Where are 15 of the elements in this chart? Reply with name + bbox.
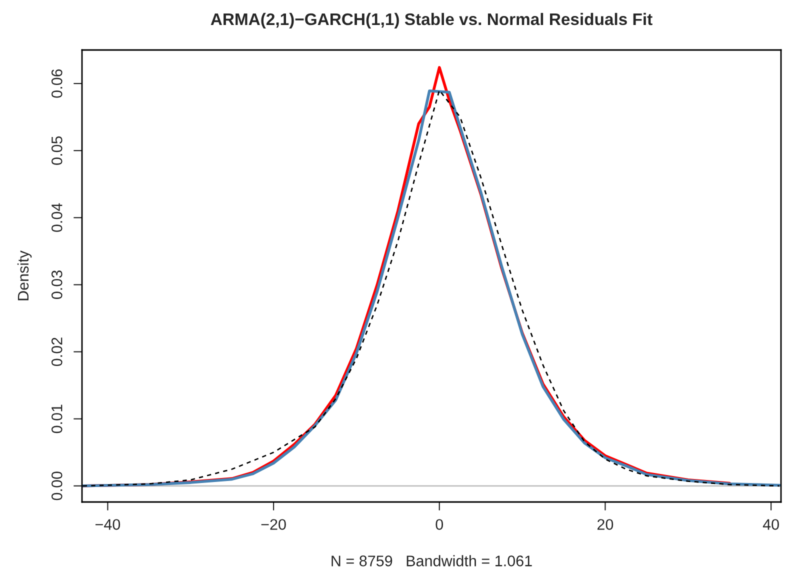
y-axis-title: Density xyxy=(17,250,32,300)
y-tick-label: 0.00 xyxy=(51,472,62,500)
y-tick-label: 0.06 xyxy=(51,69,62,98)
chart-title: ARMA(2,1)−GARCH(1,1) Stable vs. Normal Residuals Fit xyxy=(210,12,652,28)
y-tick-label: 0.04 xyxy=(51,203,62,232)
y-tick-label: 0.03 xyxy=(51,270,62,299)
y-tick-label: 0.05 xyxy=(51,136,62,165)
x-tick-label: −20 xyxy=(261,519,286,530)
x-tick-label: 0 xyxy=(436,519,444,530)
x-tick-label: 20 xyxy=(597,519,614,530)
y-tick-label: 0.01 xyxy=(51,404,62,434)
y-tick-label: 0.02 xyxy=(51,338,62,366)
x-axis-title: N = 8759 Bandwidth = 1.061 xyxy=(332,555,532,566)
x-tick-label: 40 xyxy=(762,519,779,530)
x-tick-label: −40 xyxy=(96,519,120,530)
